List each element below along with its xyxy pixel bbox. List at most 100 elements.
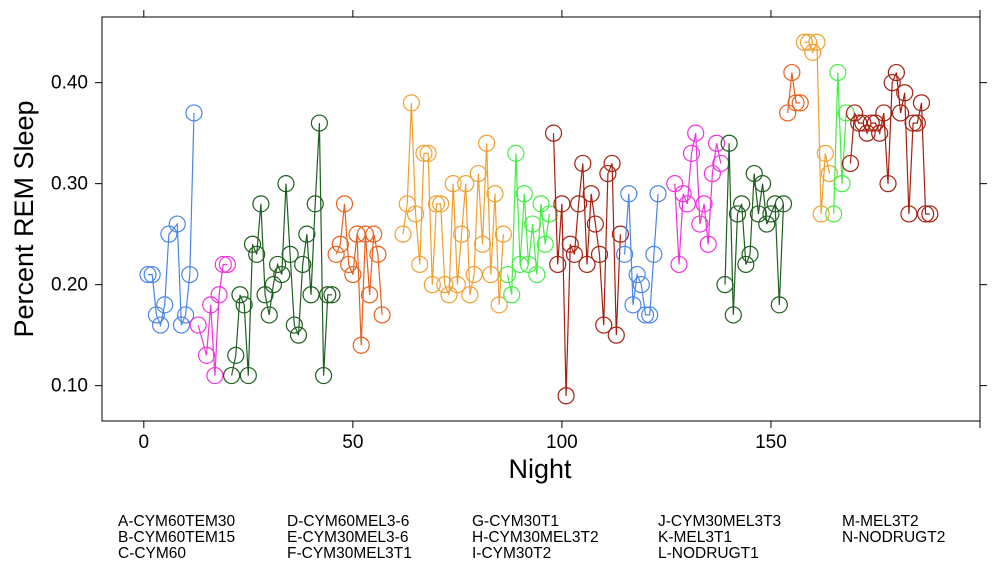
data-point xyxy=(365,225,383,243)
data-point xyxy=(436,276,454,294)
data-point xyxy=(356,225,374,243)
series-g-cym30t1 xyxy=(544,124,630,405)
data-point xyxy=(189,316,207,334)
legend-label: H-CYM30MEL3T2 xyxy=(472,529,599,546)
y-axis-label: Percent REM Sleep xyxy=(9,100,39,337)
data-point xyxy=(891,104,910,122)
data-point xyxy=(649,185,667,203)
data-point xyxy=(360,286,379,304)
legend: A-CYM60TEM30 B-CYM60TEM15 C-CYM60 D-CYM60ME… xyxy=(0,512,1000,572)
data-point xyxy=(206,366,224,385)
data-point xyxy=(289,326,308,344)
data-point xyxy=(565,245,584,263)
data-point xyxy=(432,195,450,213)
data-point xyxy=(791,94,809,112)
data-point xyxy=(223,366,241,385)
legend-label: J-CYM30MEL3T3 xyxy=(658,513,782,530)
legend-item: B-CYM60TEM15 xyxy=(118,529,235,547)
data-point xyxy=(427,195,446,213)
series-line xyxy=(724,143,785,315)
data-point xyxy=(264,276,283,294)
data-point xyxy=(611,225,630,243)
data-point xyxy=(302,286,320,304)
data-point xyxy=(519,255,538,274)
legend-label: K-MEL3T1 xyxy=(658,529,733,546)
data-point xyxy=(465,265,483,284)
data-point xyxy=(737,255,755,274)
data-point xyxy=(795,33,814,51)
data-point xyxy=(632,276,650,294)
data-point xyxy=(344,265,362,284)
data-point xyxy=(695,195,713,213)
data-point xyxy=(628,265,646,284)
legend-label: E-CYM30MEL3-6 xyxy=(287,529,409,546)
series-m-mel3t2 xyxy=(716,134,793,324)
data-point xyxy=(248,245,266,263)
data-point xyxy=(511,255,529,274)
legend-item: I-CYM30T2 xyxy=(472,545,551,563)
y-tick-label: 0.30 xyxy=(51,174,88,195)
legend-item: D-CYM60MEL3-6 xyxy=(287,513,409,531)
data-point xyxy=(707,134,726,152)
data-point xyxy=(440,286,458,304)
data-point xyxy=(394,225,412,243)
data-point xyxy=(231,286,249,304)
data-point xyxy=(733,195,751,213)
data-point xyxy=(879,175,897,193)
data-point xyxy=(281,245,299,263)
data-point xyxy=(570,195,588,213)
data-point xyxy=(636,306,655,324)
data-point xyxy=(871,124,889,142)
data-point xyxy=(866,114,885,132)
data-point xyxy=(218,255,237,274)
data-point xyxy=(820,164,839,183)
data-point xyxy=(595,316,613,334)
data-point xyxy=(444,175,462,193)
data-point xyxy=(486,185,504,203)
data-point xyxy=(561,235,579,253)
data-point xyxy=(243,235,262,253)
data-point xyxy=(373,306,391,324)
data-point xyxy=(582,185,600,203)
data-point xyxy=(310,114,329,132)
data-point xyxy=(227,346,245,364)
data-point xyxy=(172,316,191,334)
data-point xyxy=(645,245,663,263)
legend-item: F-CYM30MEL3T1 xyxy=(287,545,412,563)
series-d-cym60mel3-6 xyxy=(327,195,391,354)
data-point xyxy=(473,235,492,253)
series--unnamed-brown- xyxy=(841,63,939,223)
data-point xyxy=(557,387,575,405)
data-point xyxy=(599,164,617,183)
data-point xyxy=(766,195,784,213)
series--unnamed-green- xyxy=(825,63,855,223)
data-point xyxy=(896,84,914,102)
data-point xyxy=(858,124,876,142)
data-point xyxy=(298,225,316,243)
series-k-mel3t1 xyxy=(616,185,667,324)
data-point xyxy=(482,265,500,284)
series-line xyxy=(552,133,621,396)
data-point xyxy=(578,255,596,274)
data-point xyxy=(670,255,688,274)
data-point xyxy=(469,164,487,183)
data-point xyxy=(139,265,157,284)
data-point xyxy=(306,195,324,213)
data-point xyxy=(285,316,303,334)
data-point xyxy=(273,265,291,284)
data-point xyxy=(812,205,830,223)
data-point xyxy=(641,306,659,324)
data-point xyxy=(319,286,337,304)
data-point xyxy=(862,114,880,132)
rem-sleep-chart: 0 50 100 150 0.10 0.20 0.30 0.40 Night Percent … xyxy=(9,10,987,484)
series-f-cym30mel3t1 xyxy=(498,144,558,304)
series-b-cym60tem15 xyxy=(189,255,237,385)
legend-item: H-CYM30MEL3T2 xyxy=(472,529,599,547)
legend-label: D-CYM60MEL3-6 xyxy=(287,513,410,530)
data-point xyxy=(532,195,550,213)
data-point xyxy=(156,296,174,314)
data-point xyxy=(335,195,354,213)
data-point xyxy=(687,124,705,142)
x-tick-label: 100 xyxy=(546,432,578,453)
data-point xyxy=(607,326,625,344)
